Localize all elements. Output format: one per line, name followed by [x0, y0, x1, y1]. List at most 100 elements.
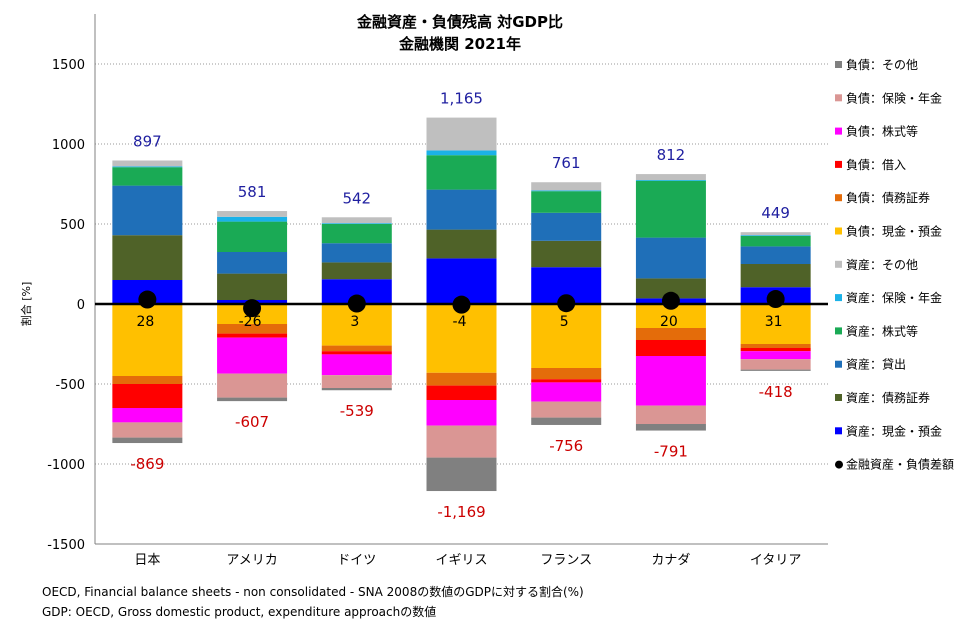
net-balance-marker: [243, 299, 262, 318]
legend-label: 負債：債務証券: [846, 190, 930, 205]
legend-swatch: [835, 94, 842, 102]
bar-segment: [321, 262, 392, 280]
bar-segment: [635, 180, 706, 238]
legend-label: 金融資産・負債差額: [846, 457, 954, 472]
liability-total-label: -791: [654, 443, 688, 461]
bar-segment: [321, 345, 392, 352]
legend-label: 資産：保険・年金: [846, 290, 942, 305]
bar-segment: [321, 243, 392, 263]
bar-segment: [635, 237, 706, 279]
bar-segment: [531, 368, 602, 380]
bar-segment: [635, 278, 706, 299]
net-balance-label: -4: [453, 314, 467, 330]
x-tick-label: フランス: [540, 553, 592, 568]
bar-segment: [321, 223, 392, 224]
bar-segment: [531, 401, 602, 418]
bar-segment: [635, 356, 706, 406]
asset-total-label: 812: [657, 146, 686, 164]
bar-segment: [112, 185, 183, 236]
legend-label: 資産：債務証券: [846, 390, 930, 405]
x-tick-label: アメリカ: [226, 553, 277, 568]
legend-swatch: [835, 294, 842, 302]
bar-segment: [426, 150, 497, 156]
bar-segment: [217, 333, 288, 338]
net-balance-label: 20: [660, 314, 678, 330]
asset-total-label: 449: [761, 204, 790, 222]
bar-segment: [426, 385, 497, 400]
bar-segment: [217, 397, 288, 402]
net-balance-marker: [347, 294, 366, 313]
bar-segment: [426, 400, 497, 426]
bar-segment: [531, 379, 602, 383]
bar-segment: [321, 217, 392, 224]
x-tick-label: カナダ: [651, 553, 690, 568]
x-tick-label: ドイツ: [337, 553, 376, 568]
bar-segment: [321, 388, 392, 391]
bar-segment: [217, 324, 288, 334]
bar-segment: [531, 212, 602, 241]
bar-segment: [740, 264, 811, 288]
legend-swatch: [835, 327, 842, 335]
bar-segment: [740, 351, 811, 360]
liability-total-label: -1,169: [437, 503, 485, 521]
y-axis-label: 割合 [%]: [19, 282, 33, 327]
bar-segment: [112, 422, 183, 438]
legend-label: 負債：現金・預金: [846, 224, 942, 239]
legend-label: 資産：貸出: [846, 357, 906, 372]
bar-segment: [426, 155, 497, 190]
legend-label: 負債：借入: [846, 157, 906, 172]
x-tick-label: イタリア: [750, 553, 801, 568]
bar-segment: [321, 375, 392, 388]
bar-segment: [217, 337, 288, 374]
legend-swatch: [835, 127, 842, 135]
bar-segment: [426, 372, 497, 386]
net-balance-label: 5: [560, 314, 569, 330]
bars: [112, 117, 811, 492]
asset-total-label: 542: [342, 189, 371, 207]
bar-segment: [635, 405, 706, 424]
y-tick-label: 0: [77, 298, 85, 313]
legend-swatch: [835, 260, 842, 268]
net-balance-marker: [557, 294, 576, 313]
bar-segment: [740, 304, 811, 344]
bar-segment: [426, 457, 497, 492]
x-tick-label: イギリス: [435, 553, 487, 568]
bar-segment: [635, 424, 706, 431]
chart-title: 金融資産・負債残高 対GDP比: [356, 13, 563, 31]
net-balance-marker: [661, 291, 680, 310]
asset-total-label: 897: [133, 132, 162, 150]
bar-segment: [740, 359, 811, 370]
bar-segment: [112, 376, 183, 384]
bar-segment: [112, 437, 183, 444]
liability-total-label: -539: [340, 402, 374, 420]
net-balance-label: -26: [239, 314, 262, 330]
bar-segment: [112, 408, 183, 423]
bar-segment: [112, 167, 183, 186]
liability-total-label: -756: [549, 437, 583, 455]
footnote-source: OECD, Financial balance sheets - non con…: [42, 585, 584, 599]
net-balance-label: 31: [765, 314, 783, 330]
bar-segment: [426, 304, 497, 373]
bar-segment: [531, 182, 602, 191]
legend-swatch: [835, 394, 842, 401]
chart-subtitle: 金融機関 2021年: [398, 35, 521, 53]
bar-segment: [635, 328, 706, 340]
bar-segment: [217, 252, 288, 274]
net-balance-label: 3: [350, 314, 359, 330]
bar-segment: [740, 232, 811, 236]
bar-segment: [635, 174, 706, 180]
bar-segment: [635, 180, 706, 181]
liability-total-label: -418: [759, 383, 793, 401]
legend-label: 負債：株式等: [846, 124, 918, 139]
legend-label: 資産：その他: [846, 257, 918, 272]
bar-segment: [321, 224, 392, 244]
bar-segment: [112, 384, 183, 408]
bar-segment: [217, 273, 288, 300]
bar-segment: [112, 166, 183, 168]
asset-total-label: 581: [238, 183, 267, 201]
bar-segment: [112, 160, 183, 167]
net-balance-label: 28: [136, 314, 154, 330]
bar-segment: [217, 216, 288, 222]
legend-swatch: [835, 160, 842, 168]
bar-segment: [740, 236, 811, 247]
